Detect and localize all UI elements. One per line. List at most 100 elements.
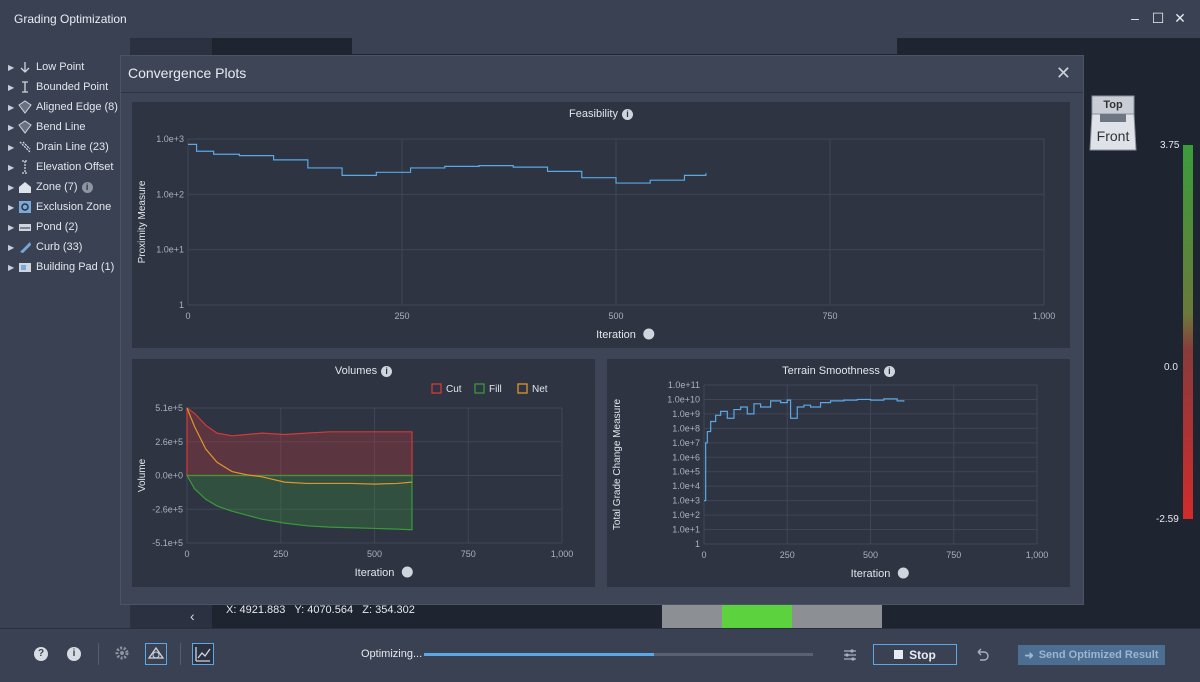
sidebar-item-drain-line[interactable]: ▶ Drain Line (23) — [8, 138, 109, 156]
dialog-title: Convergence Plots — [128, 65, 247, 81]
volumes-chart: 0 250 500 750 1,000 -5.1e+5 -2.6e+5 0.0e+0 2.6e+… — [137, 383, 573, 579]
curb-icon — [18, 240, 32, 254]
convergence-plots-dialog: Convergence Plots ✕ Feasibility i 0 250 500… — [120, 55, 1084, 605]
sidebar-item-bend-line[interactable]: ▶ Bend Line — [8, 118, 86, 136]
y-tick-label: 1.0e+4 — [672, 481, 700, 491]
aligned-edge-icon — [18, 100, 32, 114]
x-axis-info-icon — [897, 567, 909, 579]
volumes-title-text: Volumes — [334, 365, 378, 377]
x-tick-label: 750 — [461, 549, 476, 559]
y-tick-label: 1 — [179, 300, 184, 310]
close-window-button[interactable]: ✕ — [1174, 10, 1186, 26]
options-sliders-icon[interactable] — [842, 647, 858, 666]
sidebar-item-label: Elevation Offset — [36, 161, 114, 173]
expand-caret-icon[interactable]: ▶ — [8, 262, 15, 272]
colorbar-mid: 0.0 — [1164, 362, 1178, 373]
x-axis-info-icon — [401, 566, 413, 578]
x-tick-label: 500 — [608, 311, 623, 321]
zone-info-icon[interactable]: i — [81, 181, 93, 193]
sidebar-item-label: Aligned Edge (8) — [36, 101, 118, 113]
y-tick-label: 1.0e+1 — [156, 245, 184, 255]
bend-line-icon — [18, 120, 32, 134]
z-value: 354.302 — [375, 604, 415, 616]
help-icon[interactable]: ? — [34, 647, 48, 661]
expand-caret-icon[interactable]: ▶ — [8, 82, 15, 92]
sidebar-item-building-pad[interactable]: ▶ Building Pad (1) — [8, 258, 114, 276]
expand-caret-icon[interactable]: ▶ — [8, 162, 15, 172]
sidebar-item-curb[interactable]: ▶ Curb (33) — [8, 238, 82, 256]
y-tick-label: 2.6e+5 — [155, 437, 183, 447]
x-tick-label: 750 — [946, 550, 961, 560]
sidebar-item-pond[interactable]: ▶ Pond (2) — [8, 218, 78, 236]
convergence-plots-icon[interactable] — [192, 643, 214, 665]
y-tick-label: 1.0e+3 — [672, 496, 700, 506]
low-point-icon — [18, 60, 32, 74]
sidebar-item-label: Bend Line — [36, 121, 86, 133]
expand-caret-icon[interactable]: ▶ — [8, 102, 15, 112]
exclusion-zone-icon — [18, 200, 32, 214]
legend-swatch-fill — [474, 383, 485, 394]
sidebar-item-label: Bounded Point — [36, 81, 109, 93]
feasibility-chart: 0 250 500 750 1,000 1 1.0e+1 1.0e+2 1.0e+3 Iterat… — [137, 134, 1056, 341]
sidebar-item-elevation-offset[interactable]: ▶ Elevation Offset — [8, 158, 113, 176]
progress-fill — [424, 653, 654, 656]
terrain-highlight — [722, 603, 792, 628]
expand-caret-icon[interactable]: ▶ — [8, 142, 15, 152]
expand-caret-icon[interactable]: ▶ — [8, 62, 15, 72]
x-tick-label: 1,000 — [1033, 311, 1056, 321]
sidebar-item-bounded-point[interactable]: ▶ Bounded Point — [8, 78, 108, 96]
x-axis-label: Iteration — [596, 329, 636, 341]
feasibility-title: Feasibility i — [132, 108, 1070, 120]
feasibility-panel: Feasibility i 0 250 500 750 1,000 1 1.0e+1 1.0e+… — [132, 102, 1070, 348]
series-cut-area — [186, 406, 413, 477]
expand-caret-icon[interactable]: ▶ — [8, 222, 15, 232]
y-tick-label: -2.6e+5 — [152, 504, 183, 514]
expand-caret-icon[interactable]: ▶ — [8, 122, 15, 132]
x-tick-label: 1,000 — [1026, 550, 1049, 560]
x-tick-label: 500 — [367, 549, 382, 559]
expand-caret-icon[interactable]: ▶ — [8, 202, 15, 212]
terrain-smoothness-panel: Terrain Smoothness i 0 250 500 750 1,000 1 1.0e… — [607, 359, 1070, 587]
minimize-button[interactable]: – — [1131, 10, 1139, 26]
settings-gear-icon[interactable] — [114, 645, 130, 664]
stop-button[interactable]: Stop — [873, 644, 957, 665]
feasibility-info-icon[interactable]: i — [621, 108, 633, 120]
volumes-info-icon[interactable]: i — [381, 365, 393, 377]
feasibility-title-text: Feasibility — [569, 108, 618, 120]
maximize-button[interactable]: ☐ — [1151, 10, 1165, 26]
view-cube[interactable]: Top Front — [1088, 92, 1138, 154]
close-dialog-button[interactable]: ✕ — [1055, 63, 1071, 83]
x-tick-label: 250 — [780, 550, 795, 560]
view-cube-top[interactable]: Top — [1103, 99, 1123, 111]
sidebar-item-low-point[interactable]: ▶ Low Point — [8, 58, 84, 76]
sidebar-item-zone[interactable]: ▶ Zone (7) i — [8, 178, 93, 196]
undo-icon[interactable] — [974, 646, 990, 665]
y-tick-label: 1.0e+7 — [672, 438, 700, 448]
elevation-offset-icon — [18, 160, 32, 174]
expand-caret-icon[interactable]: ▶ — [8, 182, 15, 192]
info-icon[interactable]: i — [67, 647, 81, 661]
drain-line-icon — [18, 140, 32, 154]
expand-caret-icon[interactable]: ▶ — [8, 242, 15, 252]
sidebar-item-label: Exclusion Zone — [36, 201, 112, 213]
collapse-panel-chevron-icon[interactable]: ‹ — [190, 608, 195, 624]
sidebar-item-aligned-edge[interactable]: ▶ Aligned Edge (8) — [8, 98, 118, 116]
y-tick-label: 1.0e+5 — [672, 467, 700, 477]
y-axis-label: Total Grade Change Measure — [612, 398, 623, 530]
x-axis-info-icon — [643, 328, 655, 340]
send-arrow-icon: ➜ — [1024, 649, 1034, 662]
y-value: 4070.564 — [307, 604, 354, 616]
terrain-view-icon[interactable] — [145, 643, 167, 665]
y-tick-label: 1.0e+8 — [672, 423, 700, 433]
terrain-smoothness-info-icon[interactable]: i — [883, 365, 895, 377]
legend-swatch-net — [517, 383, 528, 394]
sidebar-item-label: Building Pad (1) — [36, 261, 115, 273]
zone-icon — [18, 180, 32, 194]
sidebar-item-exclusion-zone[interactable]: ▶ Exclusion Zone — [8, 198, 111, 216]
terrain-smoothness-chart: 0 250 500 750 1,000 1 1.0e+1 1.0e+2 1.0e+3 1.0e+4… — [612, 380, 1049, 580]
view-cube-front[interactable]: Front — [1097, 128, 1130, 144]
divider — [180, 643, 181, 665]
send-optimized-result-button[interactable]: ➜ Send Optimized Result — [1018, 645, 1165, 665]
divider — [98, 643, 99, 665]
x-tick-label: 0 — [185, 311, 190, 321]
